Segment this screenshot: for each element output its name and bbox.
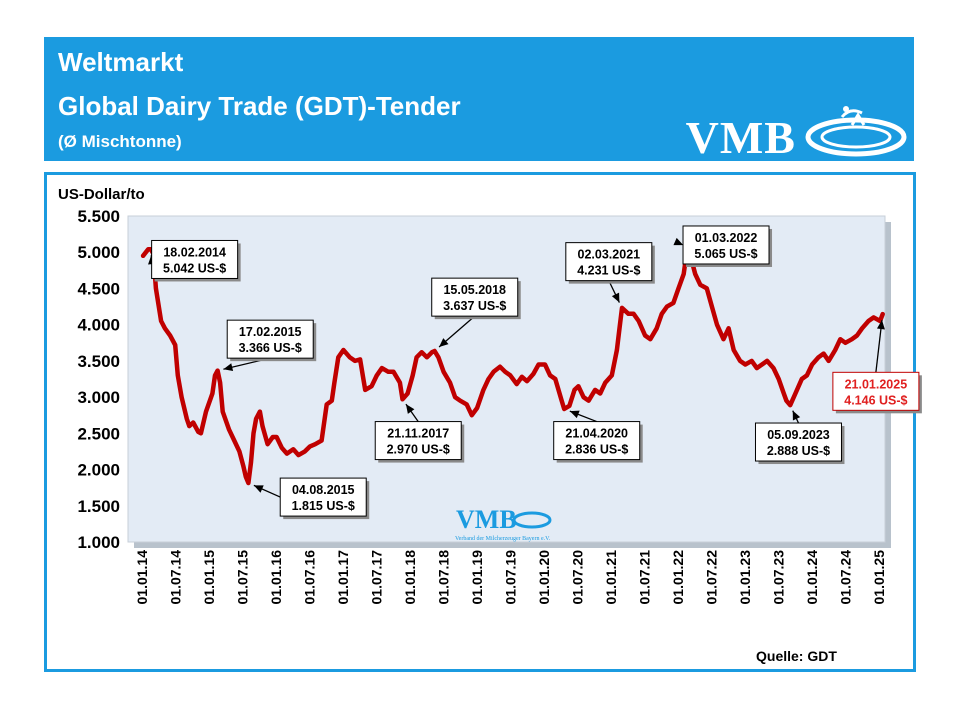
annotation-date: 15.05.2018 <box>443 283 506 297</box>
annotation-arrowhead <box>439 338 449 348</box>
vmb-logo-text: VMB <box>685 112 796 163</box>
x-tick-label: 01.07.20 <box>570 550 586 605</box>
vmb-watermark: VMB Verband der Milcherzeuger Bayern e.V… <box>455 505 552 542</box>
annotation-date: 18.02.2014 <box>163 245 226 259</box>
y-tick-label: 4.000 <box>77 316 120 335</box>
annotation-box <box>431 277 519 317</box>
x-tick-label: 01.01.22 <box>670 550 686 605</box>
annotation-box <box>565 242 653 282</box>
x-tick-label: 01.07.21 <box>637 550 653 605</box>
vmb-logo-mark-icon <box>805 106 907 157</box>
annotation-box <box>374 421 462 461</box>
annotation-value: 2.970 US-$ <box>387 443 450 457</box>
annotation-arrowhead <box>876 320 885 330</box>
annotation-value: 3.366 US-$ <box>239 341 302 355</box>
annotation-date: 21.11.2017 <box>387 427 449 441</box>
annotation-value: 4.146 US-$ <box>844 393 907 407</box>
x-tick-label: 01.01.24 <box>804 550 820 605</box>
annotation-box <box>553 421 641 461</box>
x-tick-label: 01.01.21 <box>603 550 619 605</box>
y-tick-label: 1.500 <box>77 497 120 516</box>
annotation-date: 17.02.2015 <box>239 325 302 339</box>
x-tick-label: 01.01.20 <box>536 550 552 605</box>
y-tick-label: 1.000 <box>77 533 120 552</box>
annotation-value: 2.888 US-$ <box>767 444 830 458</box>
annotation-value: 1.815 US-$ <box>292 499 355 513</box>
x-tick-label: 01.01.16 <box>268 550 284 605</box>
x-tick-label: 01.01.17 <box>335 550 351 605</box>
y-axis: 1.000 1.500 2.000 2.500 3.000 3.500 4.000 4.500… <box>77 207 120 552</box>
x-tick-label: 01.07.19 <box>503 550 519 605</box>
x-tick-label: 01.01.14 <box>134 550 150 605</box>
annotation-box <box>151 239 239 279</box>
title-line-2: Global Dairy Trade (GDT)-Tender <box>58 91 461 121</box>
annotation-arrowhead <box>792 410 801 421</box>
annotation-box <box>832 371 920 411</box>
annotation-date: 21.04.2020 <box>565 427 628 441</box>
x-tick-label: 01.07.14 <box>168 550 184 605</box>
y-tick-label: 2.500 <box>77 424 120 443</box>
annotation-date: 04.08.2015 <box>292 483 355 497</box>
watermark-logo-text: VMB <box>456 505 517 534</box>
annotation-box <box>682 225 770 265</box>
annotation-value: 3.637 US-$ <box>443 299 506 313</box>
annotation-date: 21.01.2025 <box>845 377 908 391</box>
x-tick-label: 01.01.15 <box>201 550 217 605</box>
y-axis-title: US-Dollar/to <box>58 186 145 203</box>
y-tick-label: 3.500 <box>77 352 120 371</box>
annotation-arrowhead <box>673 237 684 246</box>
annotation-arrowhead <box>223 363 234 372</box>
x-axis: 01.01.14 01.07.14 01.01.15 01.07.15 01.01.16… <box>134 550 887 605</box>
annotation-box <box>226 319 314 359</box>
annotation-date: 01.03.2022 <box>695 231 758 245</box>
x-tick-label: 01.07.17 <box>369 550 385 605</box>
annotation-arrowhead <box>253 485 264 493</box>
watermark-mark-icon <box>512 511 552 529</box>
y-tick-label: 5.000 <box>77 243 120 262</box>
annotation-value: 2.836 US-$ <box>565 443 628 457</box>
x-tick-label: 01.07.18 <box>436 550 452 605</box>
y-tick-label: 3.000 <box>77 388 120 407</box>
annotation-box <box>754 422 842 462</box>
annotation-arrowhead <box>569 410 580 419</box>
watermark-caption: Verband der Milcherzeuger Bayern e.V. <box>455 536 551 542</box>
series-line-gdt-price <box>140 245 885 486</box>
x-tick-label: 01.07.16 <box>302 550 318 605</box>
y-tick-label: 5.500 <box>77 207 120 226</box>
x-tick-label: 01.01.19 <box>469 550 485 605</box>
source-note: Quelle: GDT <box>756 648 837 664</box>
y-tick-label: 2.000 <box>77 461 120 480</box>
title-line-1: Weltmarkt <box>58 47 184 77</box>
x-tick-label: 01.01.25 <box>871 550 887 605</box>
annotation-arrowhead <box>611 292 620 303</box>
x-tick-label: 01.07.22 <box>704 550 720 605</box>
annotation-arrowhead <box>405 404 415 414</box>
x-tick-label: 01.01.18 <box>402 550 418 605</box>
annotations: 18.02.2014 5.042 US-$ 17.02.2015 3.366 US-$… <box>148 225 922 520</box>
plot-area <box>127 215 886 543</box>
annotation-date: 02.03.2021 <box>578 248 641 262</box>
y-tick-label: 4.500 <box>77 279 120 298</box>
x-tick-label: 01.07.15 <box>235 550 251 605</box>
x-tick-label: 01.07.24 <box>838 550 854 605</box>
annotation-date: 05.09.2023 <box>767 428 830 442</box>
annotation-value: 5.042 US-$ <box>163 261 226 275</box>
x-tick-label: 01.01.23 <box>737 550 753 605</box>
annotation-value: 4.231 US-$ <box>577 264 640 278</box>
x-tick-label: 01.07.23 <box>771 550 787 605</box>
subtitle: (Ø Mischtonne) <box>58 132 182 151</box>
annotation-box <box>279 477 367 517</box>
title-banner: Weltmarkt Global Dairy Trade (GDT)-Tende… <box>44 37 914 163</box>
annotation-value: 5.065 US-$ <box>694 247 757 261</box>
